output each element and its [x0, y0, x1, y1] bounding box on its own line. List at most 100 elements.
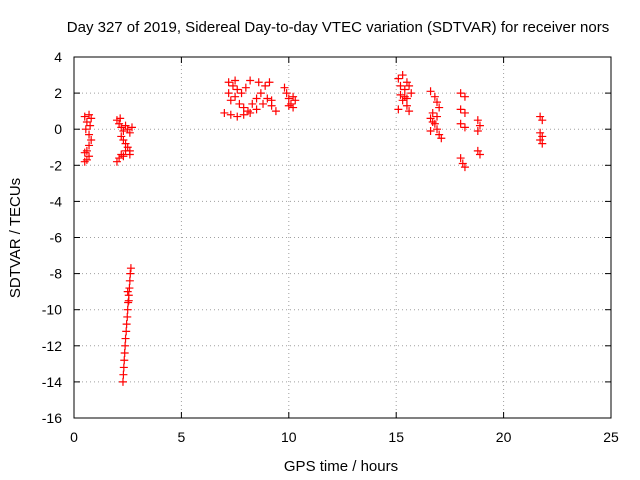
data-point [124, 296, 133, 305]
data-point [224, 89, 233, 98]
y-tick-label: -8 [50, 266, 63, 282]
data-point [125, 276, 134, 285]
data-point [430, 119, 439, 128]
data-point [437, 134, 446, 143]
y-tick-label: -4 [50, 193, 63, 209]
data-point [233, 112, 242, 121]
data-point [475, 121, 484, 130]
data-point [82, 155, 91, 164]
data-point [400, 92, 409, 101]
x-tick-label: 25 [603, 429, 619, 445]
y-tick-label: -2 [50, 157, 63, 173]
data-point [231, 76, 240, 85]
data-point [80, 157, 89, 166]
data-point [119, 370, 128, 379]
data-point [231, 92, 240, 101]
data-point [536, 112, 545, 121]
data-point [252, 105, 261, 114]
y-tick-label: 2 [54, 85, 62, 101]
data-point [396, 90, 405, 99]
x-tick-label: 10 [281, 429, 297, 445]
data-point [259, 99, 268, 108]
data-point [220, 108, 229, 117]
data-point [121, 334, 130, 343]
data-point [123, 305, 132, 314]
data-point [460, 123, 469, 132]
data-point [284, 101, 293, 110]
data-point [284, 94, 293, 103]
data-point [538, 139, 547, 148]
data-point [119, 152, 128, 161]
data-point [473, 127, 482, 136]
data-point [280, 83, 289, 92]
x-tick-label: 20 [496, 429, 512, 445]
data-point [271, 107, 280, 116]
data-point [239, 103, 248, 112]
data-point [460, 163, 469, 172]
data-point [243, 107, 252, 116]
data-point [115, 154, 124, 163]
data-point [248, 99, 257, 108]
data-point [80, 148, 89, 157]
y-tick-label: -16 [42, 410, 62, 426]
data-point [125, 284, 134, 293]
data-point [473, 116, 482, 125]
data-point [428, 108, 437, 117]
data-point [117, 150, 126, 159]
data-point [289, 103, 298, 112]
data-point [246, 76, 255, 85]
data-point [252, 94, 261, 103]
data-point [125, 128, 134, 137]
data-point [407, 89, 416, 98]
data-point [291, 96, 300, 105]
data-point [456, 105, 465, 114]
data-point [433, 112, 442, 121]
data-point [456, 119, 465, 128]
data-point [246, 108, 255, 117]
data-point [460, 92, 469, 101]
data-point [435, 130, 444, 139]
data-point [460, 108, 469, 117]
data-point [405, 107, 414, 116]
data-point [398, 71, 407, 80]
data-point [398, 96, 407, 105]
data-point [538, 116, 547, 125]
data-point [538, 132, 547, 141]
data-point [237, 89, 246, 98]
data-point [286, 99, 295, 108]
data-point [125, 150, 134, 159]
data-point [82, 146, 91, 155]
data-point [394, 74, 403, 83]
data-point [122, 327, 131, 336]
x-axis-label: GPS time / hours [284, 458, 398, 475]
data-point [254, 78, 263, 87]
data-point [126, 269, 135, 278]
data-point [426, 127, 435, 136]
data-point [456, 89, 465, 98]
data-point [265, 78, 274, 87]
x-tick-label: 5 [178, 429, 186, 445]
data-point [263, 94, 272, 103]
data-point [241, 83, 250, 92]
data-point [81, 125, 90, 134]
data-point [256, 89, 265, 98]
data-point [123, 143, 132, 152]
data-point [226, 110, 235, 119]
data-point [116, 114, 125, 123]
data-point [121, 146, 130, 155]
data-point [119, 127, 128, 136]
data-point [289, 92, 298, 101]
data-point [458, 159, 467, 168]
data-point [282, 89, 291, 98]
data-point [120, 349, 129, 358]
axis-ticks [73, 56, 612, 419]
y-tick-label: 0 [54, 121, 62, 137]
data-point [536, 136, 545, 145]
data-point [435, 103, 444, 112]
x-tick-label: 0 [70, 429, 78, 445]
data-point [121, 341, 130, 350]
y-tick-label: -14 [42, 374, 62, 390]
chart-title: Day 327 of 2019, Sidereal Day-to-day VTE… [67, 19, 609, 36]
grid-lines [74, 57, 611, 418]
